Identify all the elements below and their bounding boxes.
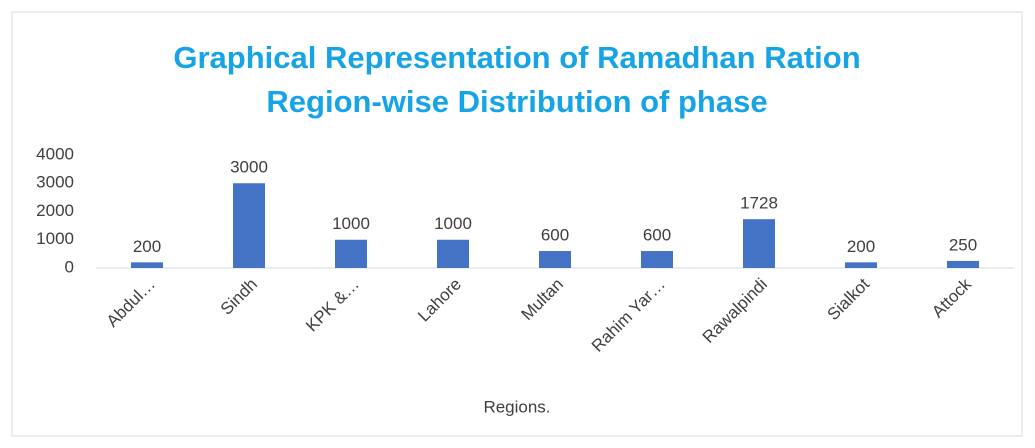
data-label: 600 (643, 226, 671, 245)
data-label: 200 (133, 237, 161, 256)
data-label: 1000 (434, 214, 472, 233)
bar (845, 262, 877, 268)
y-tick-label: 1000 (36, 229, 74, 248)
bar (131, 262, 163, 268)
data-label: 250 (949, 235, 977, 254)
bar (947, 260, 979, 268)
data-label: 1728 (740, 194, 778, 213)
data-label: 200 (847, 237, 875, 256)
bar (437, 239, 469, 268)
y-tick-label: 4000 (36, 144, 74, 163)
data-label: 1000 (332, 214, 370, 233)
chart-title: Graphical Representation of Ramadhan Rat… (173, 40, 860, 75)
bar (539, 251, 571, 268)
bar (335, 239, 367, 268)
bar (743, 219, 775, 268)
y-tick-label: 2000 (36, 201, 74, 220)
chart-frame (11, 11, 1023, 437)
y-tick-label: 0 (65, 257, 74, 276)
bar (233, 183, 265, 268)
data-label: 3000 (230, 158, 268, 177)
data-label: 600 (541, 226, 569, 245)
y-tick-label: 3000 (36, 173, 74, 192)
bar (641, 251, 673, 268)
chart-title: Region-wise Distribution of phase (266, 84, 767, 119)
x-axis-label: Regions. (483, 397, 550, 416)
